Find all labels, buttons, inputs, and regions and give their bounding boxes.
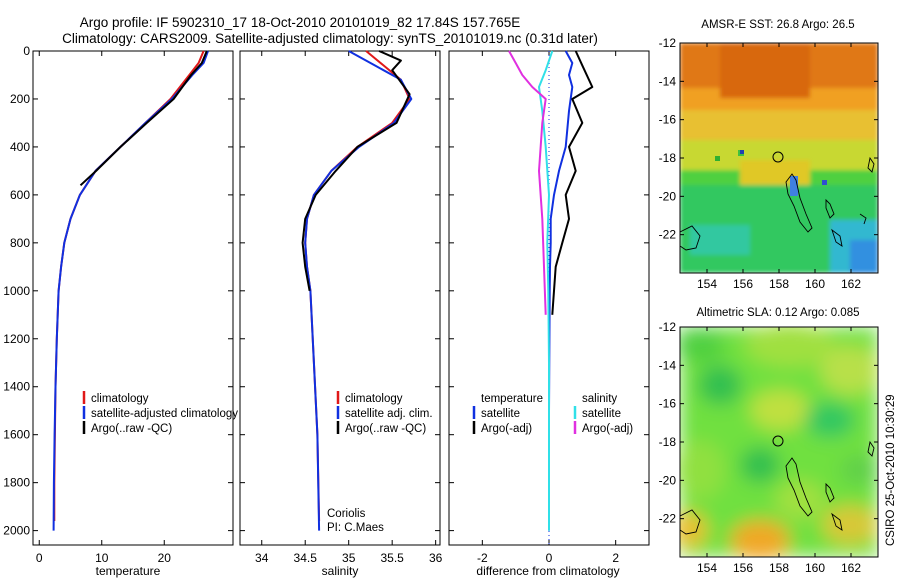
x-tick-label: 35 [342, 551, 356, 565]
figure-title-line-1: Argo profile: IF 5902310_17 18-Oct-2010 … [80, 15, 521, 30]
legend-heading-salinity: salinity [582, 393, 617, 405]
x-tick-label: 0 [546, 551, 553, 565]
difference-x-label: difference from climatology [476, 564, 619, 578]
series-line-argo-raw-qc- [301, 50, 411, 291]
map-y-tick-label: -16 [659, 397, 677, 411]
legend-heading-temperature: temperature [481, 393, 543, 405]
x-tick-label: 34.5 [294, 551, 318, 565]
salinity-panel: 34 34.5 35 35.5 36 salinity climatology sate… [239, 50, 443, 578]
sla-map-title: Altimetric SLA: 0.12 Argo: 0.085 [696, 307, 859, 319]
map-x-tick-label: 158 [769, 561, 789, 575]
legend-label-argo: Argo(..raw -QC) [91, 423, 172, 435]
temperature-axes-frame [32, 50, 234, 546]
coastlines [680, 156, 875, 251]
difference-legend: temperature satellite Argo(-adj) salinit… [472, 393, 633, 435]
salinity-axes-frame [239, 50, 441, 546]
map-x-tick-label: 156 [733, 561, 753, 575]
y-tick-label: 800 [10, 236, 30, 250]
difference-panel: -2 0 2 difference from climatology tempera… [448, 50, 650, 578]
sst-map-title: AMSR-E SST: 26.8 Argo: 26.5 [701, 19, 854, 31]
map-y-tick-label: -22 [659, 512, 677, 526]
y-tick-label: 1200 [3, 332, 30, 346]
sst-map-panel: AMSR-E SST: 26.8 Argo: 26.5 [659, 19, 879, 291]
map-y-tick-label: -22 [659, 228, 677, 242]
x-tick-label: 34 [255, 551, 269, 565]
x-tick-label: 10 [95, 551, 109, 565]
y-tick-label: 1000 [3, 284, 30, 298]
map-y-tick-label: -16 [659, 113, 677, 127]
temperature-x-label: temperature [96, 564, 161, 578]
salinity-legend: climatology satellite adj. clim. Argo(..… [336, 391, 433, 435]
temperature-series [52, 50, 209, 531]
series-line-temperature-satellite [548, 50, 574, 531]
y-tick-label: 600 [10, 188, 30, 202]
series-line-argo-raw-qc- [79, 50, 208, 187]
map-y-tick-label: -20 [659, 473, 677, 487]
x-tick-label: -2 [477, 551, 488, 565]
legend-label-sal-argo: Argo(-adj) [582, 423, 633, 435]
map-y-tick-label: -14 [659, 74, 677, 88]
y-tick-label: 2000 [3, 524, 30, 538]
data-centre-annotation: Coriolis [327, 508, 366, 520]
y-tick-label: 1800 [3, 476, 30, 490]
temperature-legend: climatology satellite-adjusted climatolo… [82, 391, 238, 435]
map-y-tick-label: -12 [659, 36, 677, 50]
sst-pixel-highlights [715, 150, 827, 196]
x-tick-label: 35.5 [380, 551, 404, 565]
series-line-salinity-satellite [538, 50, 554, 531]
figure-title-line-2: Climatology: CARS2009. Satellite-adjuste… [62, 31, 598, 46]
sst-map-image [680, 43, 878, 273]
map-x-tick-label: 154 [697, 277, 717, 291]
difference-series [508, 50, 594, 531]
legend-label-argo: Argo(..raw -QC) [345, 423, 426, 435]
legend-label-temp-satellite: satellite [481, 408, 520, 420]
map-x-tick-label: 162 [841, 561, 861, 575]
map-y-tick-label: -14 [659, 358, 677, 372]
legend-label-sal-satellite: satellite [582, 408, 621, 420]
argo-float-marker [772, 435, 784, 447]
argo-float-marker [772, 151, 784, 163]
legend-label-satellite: satellite-adjusted climatology [91, 408, 238, 420]
y-tick-label: 200 [10, 92, 30, 106]
x-tick-label: 36 [429, 551, 443, 565]
series-line-salinity-argo-adj- [508, 50, 547, 315]
sla-map-image [680, 327, 878, 557]
x-tick-label: 0 [36, 551, 43, 565]
map-y-tick-label: -20 [659, 189, 677, 203]
series-line-temperature-argo-adj- [551, 50, 594, 315]
temperature-panel: 0 10 2002004006008001000120014001600180020… [3, 44, 238, 578]
map-x-tick-label: 158 [769, 277, 789, 291]
legend-label-satellite: satellite adj. clim. [345, 408, 433, 420]
y-tick-label: 0 [23, 44, 30, 58]
map-x-tick-label: 160 [805, 561, 825, 575]
pi-annotation: PI: C.Maes [327, 522, 384, 534]
sla-map-panel: Altimetric SLA: 0.12 Argo: 0.085 [659, 307, 879, 575]
x-tick-label: 20 [158, 551, 172, 565]
map-y-tick-label: -12 [659, 320, 677, 334]
map-x-tick-label: 162 [841, 277, 861, 291]
map-x-tick-label: 154 [697, 561, 717, 575]
salinity-series [301, 50, 413, 531]
salinity-x-label: salinity [322, 564, 359, 578]
credit-timestamp: CSIRO 25-Oct-2010 10:30:29 [885, 395, 897, 547]
map-y-tick-label: -18 [659, 435, 677, 449]
map-x-tick-label: 160 [805, 277, 825, 291]
legend-label-climatology: climatology [91, 393, 149, 405]
y-tick-label: 1400 [3, 380, 30, 394]
map-x-tick-label: 156 [733, 277, 753, 291]
y-tick-label: 1600 [3, 428, 30, 442]
y-tick-label: 400 [10, 140, 30, 154]
coastlines [680, 440, 875, 535]
legend-label-climatology: climatology [345, 393, 403, 405]
legend-label-temp-argo: Argo(-adj) [481, 423, 532, 435]
map-y-tick-label: -18 [659, 151, 677, 165]
x-tick-label: 2 [612, 551, 619, 565]
